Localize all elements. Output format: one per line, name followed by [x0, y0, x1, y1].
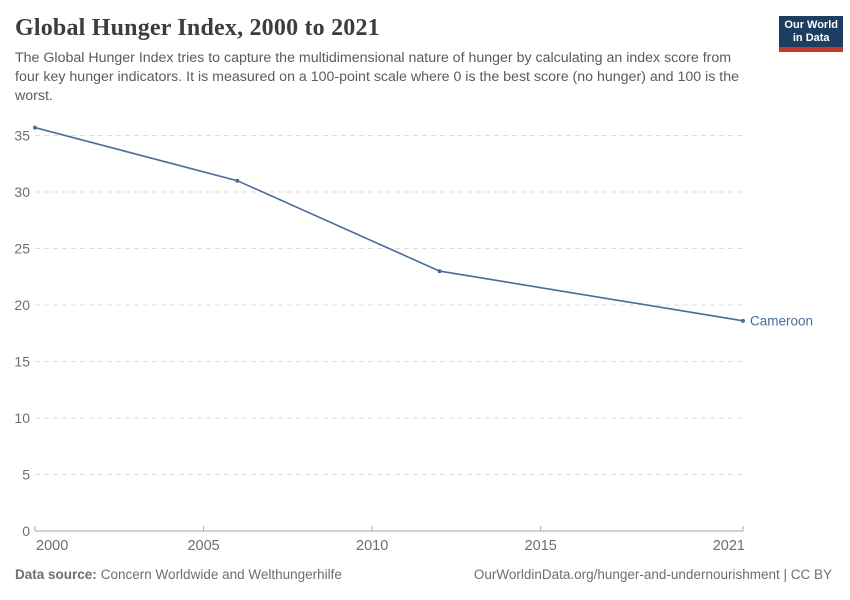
data-point — [437, 269, 442, 274]
y-tick-label: 35 — [14, 128, 30, 144]
page-title: Global Hunger Index, 2000 to 2021 — [15, 15, 380, 41]
data-point — [33, 125, 37, 130]
series-line — [34, 126, 744, 322]
series-end-label: Cameroon — [750, 313, 813, 328]
y-tick-label: 20 — [14, 297, 30, 313]
owid-logo: Our World in Data — [779, 16, 843, 52]
y-tick-label: 10 — [14, 410, 30, 426]
x-tick-label: 2005 — [187, 538, 219, 554]
line-chart: 0 5 10 15 20 25 30 35 2000 2005 2010 2015 2021 Camero… — [14, 125, 813, 554]
data-point — [741, 318, 745, 323]
x-tick-label: 2000 — [36, 538, 68, 554]
data-source: Data source: Concern Worldwide and Welthu… — [15, 567, 342, 582]
owid-logo-line1: Our World — [784, 19, 838, 31]
chart-footer: Data source: Concern Worldwide and Welthu… — [15, 567, 832, 582]
x-tick-label: 2015 — [525, 538, 557, 554]
y-tick-label: 30 — [14, 184, 30, 200]
data-source-label: Data source: — [15, 567, 97, 582]
y-tick-label: 5 — [22, 467, 30, 483]
chart-subtitle: The Global Hunger Index tries to capture… — [15, 50, 739, 104]
data-source-value: Concern Worldwide and Welthungerhilfe — [100, 567, 342, 582]
owid-logo-line2: in Data — [792, 32, 830, 44]
y-tick-label: 15 — [14, 354, 30, 370]
chart-header: Global Hunger Index, 2000 to 2021 The Gl… — [0, 0, 850, 106]
attribution: OurWorldinData.org/hunger-and-undernouri… — [473, 567, 832, 582]
y-tick-label: 0 — [22, 523, 30, 539]
x-tick-label: 2010 — [356, 538, 388, 554]
y-tick-label: 25 — [14, 241, 30, 257]
x-tick-label: 2021 — [713, 538, 745, 554]
data-point — [235, 178, 240, 183]
owid-logo-accent-strip — [779, 47, 843, 52]
